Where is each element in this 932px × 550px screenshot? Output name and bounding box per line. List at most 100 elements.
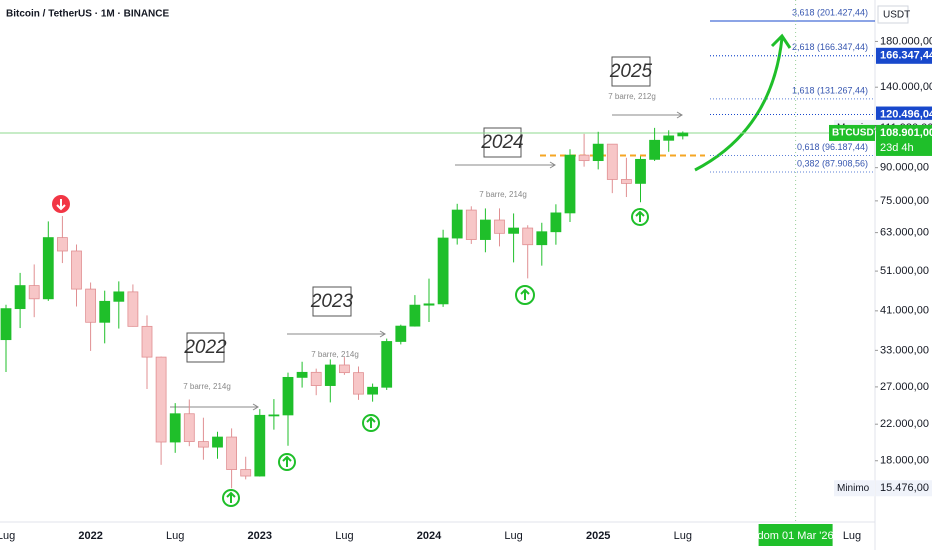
x-tick-label: Lug bbox=[335, 530, 353, 542]
range-label: 7 barre, 214g bbox=[183, 382, 231, 391]
candle-body bbox=[28, 285, 40, 300]
candle-body bbox=[367, 386, 379, 395]
marker-label: 15.476,00 bbox=[880, 482, 929, 494]
candle-body bbox=[226, 436, 238, 470]
symbol-label: BTCUSDT bbox=[832, 128, 880, 139]
x-tick-label: Lug bbox=[166, 530, 184, 542]
crosshair-box bbox=[758, 524, 833, 546]
year-label: 2023 bbox=[310, 291, 354, 312]
y-tick-label: 33.000,00 bbox=[880, 344, 929, 356]
candle-body bbox=[240, 469, 252, 477]
candle-body bbox=[141, 325, 153, 358]
candle-body bbox=[282, 376, 294, 416]
target-box bbox=[876, 47, 932, 64]
y-tick-label: 51.000,00 bbox=[880, 265, 929, 277]
target-label: 120.496,04 bbox=[880, 108, 932, 120]
range-arrows bbox=[170, 111, 683, 411]
candle-body bbox=[268, 414, 280, 417]
fib-label: 1,618 (131.267,44) bbox=[792, 85, 868, 95]
candle-body bbox=[381, 341, 393, 388]
candle-body bbox=[395, 325, 407, 342]
target-label: 166.347,44 bbox=[880, 50, 932, 62]
candle-body bbox=[155, 356, 167, 443]
x-tick-label: Lug bbox=[674, 530, 692, 542]
crosshair-label: dom 01 Mar '26 bbox=[758, 530, 834, 542]
buy-signal bbox=[631, 208, 649, 226]
candle-body bbox=[423, 303, 435, 306]
candle-body bbox=[212, 436, 223, 448]
buy-signal bbox=[362, 414, 380, 432]
candle-body bbox=[437, 237, 449, 305]
candle-body bbox=[621, 179, 632, 184]
x-tick-label: 2023 bbox=[248, 530, 272, 542]
candle-body bbox=[550, 212, 562, 233]
x-tick-label: 2025 bbox=[586, 530, 610, 542]
buy-signal bbox=[515, 285, 535, 305]
candle-body bbox=[663, 135, 675, 141]
current-label: 108.901,00 bbox=[880, 127, 932, 139]
y-tick-label: 41.000,00 bbox=[880, 305, 929, 317]
candle-body bbox=[649, 139, 660, 160]
candle-body bbox=[451, 209, 463, 239]
range-arrow bbox=[170, 403, 259, 411]
year-box bbox=[186, 332, 225, 363]
candle-body bbox=[324, 364, 336, 386]
candle-body bbox=[338, 364, 350, 374]
range-arrow bbox=[287, 330, 386, 338]
year-label: 2025 bbox=[609, 61, 653, 82]
range-label: 7 barre, 214g bbox=[479, 190, 527, 199]
candle-body bbox=[353, 372, 364, 395]
candle-body bbox=[564, 154, 576, 214]
candle-body bbox=[57, 237, 68, 252]
candle-body bbox=[42, 237, 54, 300]
candle-body bbox=[197, 441, 209, 448]
buy-signal bbox=[222, 489, 240, 507]
candle-body bbox=[592, 143, 604, 162]
candle-body bbox=[296, 371, 308, 378]
x-tick-label: 2024 bbox=[417, 530, 442, 542]
candle-body bbox=[479, 219, 491, 240]
range-arrow bbox=[612, 111, 683, 119]
candle-body bbox=[85, 288, 96, 323]
target-box bbox=[876, 106, 932, 123]
candle-body bbox=[14, 285, 26, 310]
buy-signal bbox=[278, 453, 296, 471]
candle-body bbox=[494, 219, 505, 234]
range-arrow bbox=[455, 161, 556, 169]
fib-label: 0,618 (96.187,44) bbox=[797, 142, 868, 152]
candle-body bbox=[183, 413, 195, 442]
candle-body bbox=[409, 304, 421, 327]
range-label: 7 barre, 214g bbox=[311, 350, 359, 359]
x-tick-label: Lug bbox=[843, 530, 861, 542]
candle-body bbox=[113, 291, 125, 302]
symbol-box bbox=[829, 124, 875, 141]
marker-name: Minimo bbox=[837, 483, 870, 494]
countdown-label: 23d 4h bbox=[880, 142, 914, 154]
y-tick-label: 140.000,00 bbox=[880, 81, 932, 93]
candle-body bbox=[99, 300, 111, 323]
y-tick-label: 18.000,00 bbox=[880, 455, 929, 467]
year-label: 2022 bbox=[183, 337, 227, 358]
candle-body bbox=[536, 231, 548, 246]
current-box bbox=[876, 124, 932, 156]
candle-body bbox=[0, 308, 12, 341]
candle-body bbox=[254, 414, 266, 477]
currency: USDT bbox=[883, 10, 910, 21]
x-tick-label: 2022 bbox=[78, 530, 102, 542]
marker-name-box bbox=[834, 480, 875, 497]
candle-body bbox=[71, 250, 82, 290]
fib-label: 0,382 (87.908,56) bbox=[797, 158, 868, 168]
year-label: 2024 bbox=[480, 132, 523, 153]
candle-body bbox=[127, 291, 139, 327]
x-tick-label: Lug bbox=[504, 530, 522, 542]
y-tick-label: 75.000,00 bbox=[880, 195, 929, 207]
y-tick-label: 27.000,00 bbox=[880, 381, 929, 393]
projection-arrow bbox=[694, 33, 792, 172]
candle-body bbox=[677, 132, 689, 137]
candle-body bbox=[465, 209, 477, 240]
candle-body bbox=[310, 371, 322, 386]
y-tick-label: 63.000,00 bbox=[880, 227, 929, 239]
